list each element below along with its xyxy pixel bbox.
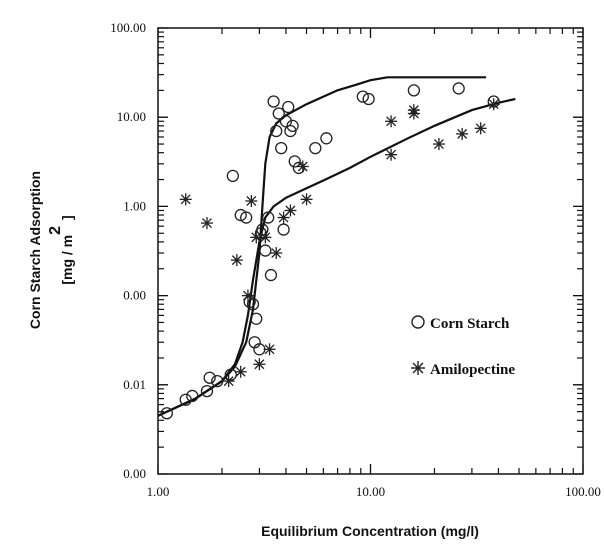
point-amilopectine [432, 138, 445, 151]
x-tick-label: 1.00 [147, 484, 170, 499]
point-amilopectine [487, 98, 500, 111]
point-corn-starch [246, 298, 260, 311]
x-tick-label: 100.00 [565, 484, 601, 499]
point-amilopectine [200, 217, 213, 230]
point-corn-starch [356, 90, 369, 103]
point-amilopectine [270, 247, 283, 260]
y-tick-label: 0.01 [123, 377, 146, 392]
point-corn-starch [362, 92, 375, 106]
point-amilopectine [250, 231, 263, 244]
point-amilopectine [234, 365, 247, 378]
point-corn-starch [240, 211, 253, 224]
point-corn-starch [256, 223, 269, 236]
x-tick-label: 10.00 [356, 484, 385, 499]
point-corn-starch [211, 374, 224, 388]
point-corn-starch [407, 84, 421, 97]
point-corn-starch [275, 141, 288, 155]
point-amilopectine [407, 107, 420, 120]
point-corn-starch [452, 82, 465, 95]
point-corn-starch [264, 268, 278, 282]
point-amilopectine [296, 160, 309, 173]
point-amilopectine [300, 193, 313, 206]
point-amilopectine [230, 254, 243, 267]
point-corn-starch [288, 155, 301, 168]
point-corn-starch [224, 368, 237, 381]
point-corn-starch [262, 211, 275, 224]
point-corn-starch [270, 124, 283, 138]
point-corn-starch [259, 244, 272, 257]
point-corn-starch [284, 124, 297, 138]
y-tick-label: 10.00 [117, 109, 146, 124]
y-axis-title-line1: Corn Starch Adsorption [27, 171, 43, 329]
point-corn-starch [279, 115, 293, 128]
point-corn-starch [282, 100, 295, 114]
point-corn-starch [320, 132, 333, 145]
legend-marker-corn-starch [411, 315, 425, 329]
fit-curve-corn-starch [157, 76, 487, 417]
point-amilopectine [245, 194, 258, 207]
svg-text:[mg / m2]: [mg / m2] [47, 215, 75, 284]
y-axis-units-prefix: [mg / m [59, 235, 75, 285]
point-corn-starch [179, 393, 192, 406]
point-corn-starch [226, 169, 239, 183]
data-points [160, 82, 500, 420]
fit-curves [157, 76, 516, 417]
y-axis-units-superscript: 2 [47, 226, 64, 235]
y-tick-label: 100.00 [110, 20, 146, 35]
point-corn-starch [200, 384, 214, 398]
point-amilopectine [259, 231, 272, 244]
point-corn-starch [286, 119, 299, 132]
point-corn-starch [272, 107, 285, 120]
legend-label-amilopectine: Amilopectine [430, 362, 515, 378]
point-amilopectine [474, 122, 487, 135]
fit-curve-amilopectine [157, 97, 516, 417]
point-amilopectine [263, 343, 276, 356]
y-tick-label: 0.00 [123, 466, 146, 481]
y-tick-label: 1.00 [123, 198, 146, 213]
point-corn-starch [203, 371, 216, 384]
point-corn-starch [277, 223, 290, 236]
tick-labels: 1.00 10.00 100.000.000.010.001.0010.00100.… [110, 20, 601, 499]
point-amilopectine [456, 127, 469, 140]
point-corn-starch [250, 312, 263, 325]
point-amilopectine [385, 115, 398, 128]
y-axis-units-suffix: ] [59, 215, 75, 220]
y-axis-title: Corn Starch Adsorption [27, 171, 43, 329]
point-amilopectine [179, 193, 192, 206]
point-amilopectine [385, 148, 398, 161]
point-corn-starch [253, 343, 266, 356]
legend-label-corn-starch: Corn Starch [430, 316, 510, 332]
y-axis-units: [mg / m2] [47, 215, 75, 284]
point-amilopectine [253, 358, 266, 371]
point-corn-starch [267, 95, 280, 108]
x-axis-title: Equilibrium Concentration (mg/l) [261, 523, 479, 539]
point-corn-starch [243, 295, 256, 309]
y-tick-label: 0.00 [123, 288, 146, 303]
point-corn-starch [309, 141, 322, 155]
point-amilopectine [222, 375, 235, 388]
point-corn-starch [186, 389, 199, 403]
point-amilopectine [284, 204, 297, 217]
legend-marker-amilopectine [411, 361, 425, 375]
point-amilopectine [241, 289, 254, 302]
axis-ticks [157, 27, 584, 475]
legend: Corn Starch Amilopectine [411, 315, 515, 378]
point-corn-starch [234, 208, 247, 222]
point-corn-starch [160, 407, 173, 420]
